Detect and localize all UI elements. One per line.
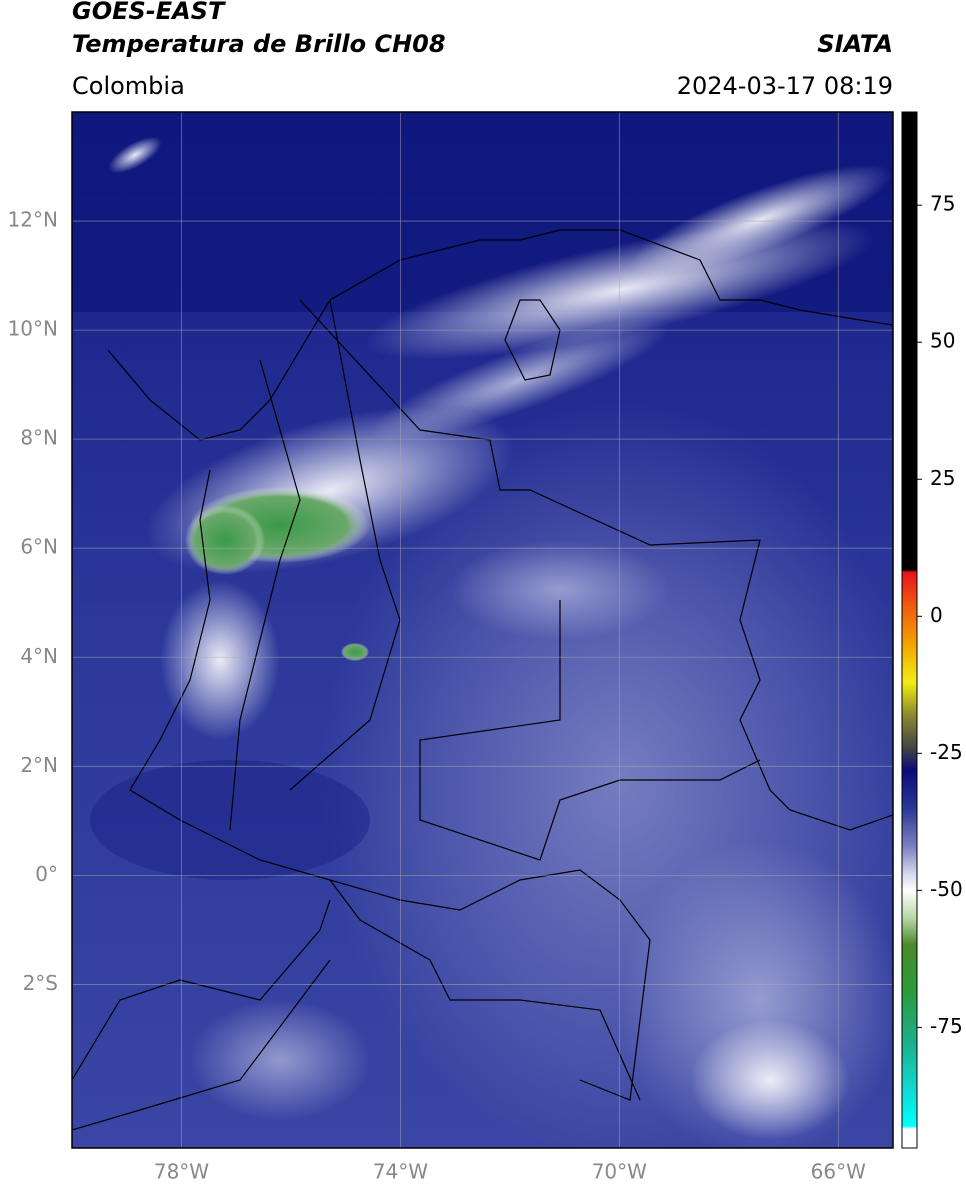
datetime: 2024-03-17 08:19 [677, 72, 893, 100]
colorbar-tick-label: 0 [930, 603, 943, 627]
y-tick-label: 2°N [20, 753, 58, 777]
y-tick-label: 10°N [8, 317, 58, 341]
region: Colombia [72, 72, 185, 100]
map-grid [72, 112, 893, 1148]
y-tick-label: 4°N [20, 644, 58, 668]
y-tick-label: 12°N [8, 208, 58, 232]
y-tick-label: 0° [35, 862, 58, 886]
y-tick-label: 8°N [20, 426, 58, 450]
y-tick-label: 2°S [23, 971, 58, 995]
map-frame [71, 111, 894, 1149]
x-tick-label: 78°W [154, 1160, 209, 1184]
colorbar-tick-label: 50 [930, 329, 955, 353]
colorbar-tick-label: -25 [930, 740, 963, 764]
satellite-image [72, 112, 893, 1148]
colorbar-tick-label: -75 [930, 1014, 963, 1038]
subtitle: Temperatura de Brillo CH08 [72, 30, 446, 58]
source: SIATA [817, 30, 893, 58]
x-tick-label: 74°W [373, 1160, 428, 1184]
title: GOES-EAST [72, 0, 226, 25]
x-tick-label: 70°W [592, 1160, 647, 1184]
x-tick-label: 66°W [811, 1160, 866, 1184]
colorbar-tick-label: 75 [930, 192, 955, 216]
y-tick-label: 6°N [20, 535, 58, 559]
colorbar-tick-label: 25 [930, 466, 955, 490]
colorbar-tick-label: -50 [930, 877, 963, 901]
colorbar [901, 111, 918, 1149]
